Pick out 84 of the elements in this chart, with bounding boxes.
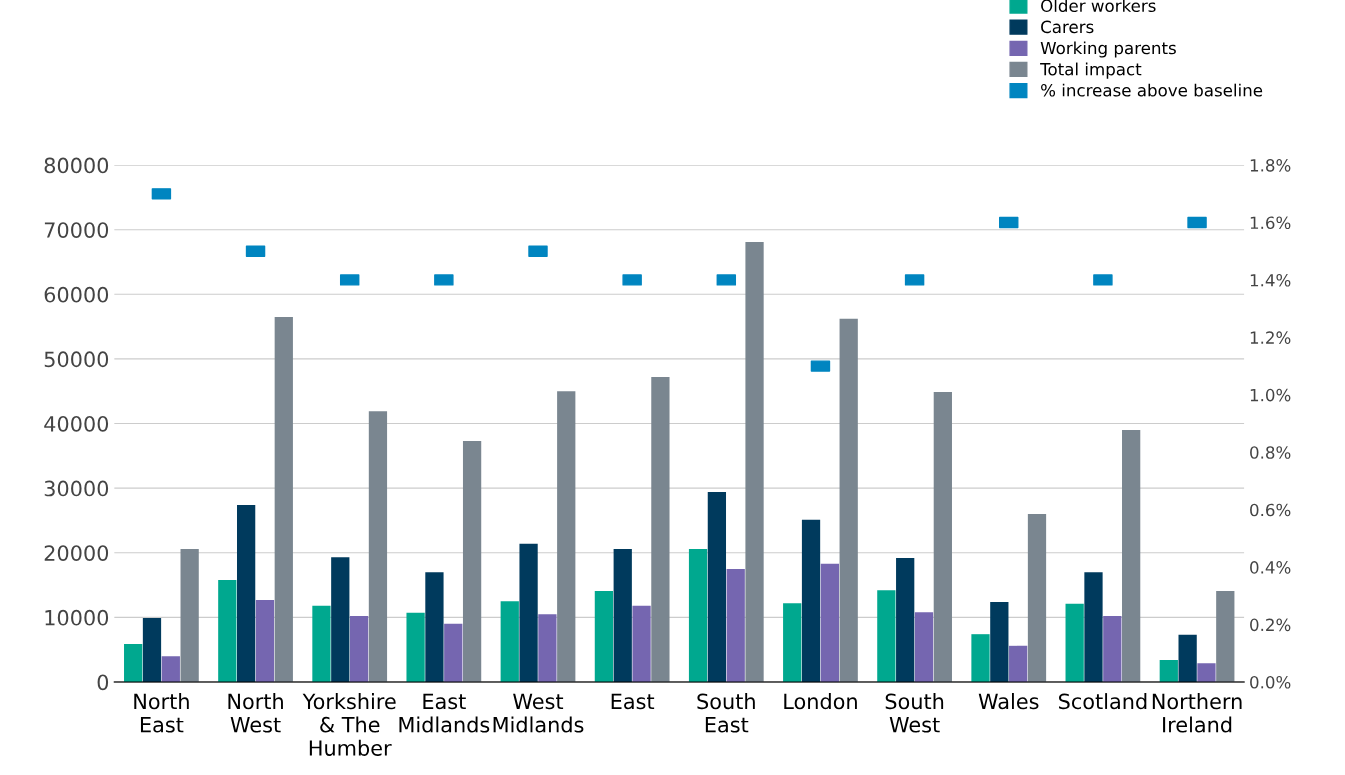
bar — [990, 601, 1009, 682]
bar — [914, 612, 934, 682]
bar — [971, 634, 990, 682]
bar — [726, 568, 745, 682]
bar — [161, 656, 180, 682]
y-tick-label: 70000 — [44, 222, 109, 238]
x-tick-label: Northern Ireland — [1152, 693, 1242, 733]
y2-tick-label: 0.0% — [1250, 675, 1291, 689]
bar — [519, 543, 538, 682]
bar — [406, 612, 425, 682]
bar — [1084, 572, 1103, 682]
bar — [688, 548, 708, 682]
x-tick-label: North East — [134, 693, 189, 733]
bar — [557, 391, 576, 682]
bar — [651, 377, 670, 682]
bar — [820, 563, 839, 682]
bar — [538, 614, 557, 682]
bar — [180, 548, 199, 682]
bar — [331, 557, 350, 682]
bar — [745, 241, 764, 682]
bar — [142, 618, 162, 682]
legend-label: Carers — [1041, 20, 1094, 34]
x-tick-label: Wales — [978, 693, 1039, 710]
bar — [613, 548, 632, 682]
bar — [237, 504, 256, 682]
bar — [801, 519, 821, 682]
x-tick-label: North West — [228, 693, 283, 733]
bar — [274, 316, 293, 682]
y2-tick-label: 0.8% — [1250, 446, 1291, 459]
y2-tick-label: 1.2% — [1250, 331, 1291, 344]
y2-tick-label: 0.2% — [1250, 618, 1291, 632]
legend-label: % increase above baseline — [1041, 83, 1263, 97]
bar — [1178, 634, 1197, 682]
bar — [632, 605, 651, 682]
x-tick-label: East — [611, 693, 655, 710]
y2-tick-label: 1.4% — [1250, 273, 1291, 287]
bar — [1065, 603, 1084, 682]
bar — [1027, 514, 1047, 682]
bar — [218, 579, 237, 682]
bar — [594, 590, 614, 682]
bar — [896, 557, 915, 682]
bar — [462, 440, 482, 682]
bar — [1216, 590, 1235, 682]
bar — [839, 318, 858, 682]
y2-tick-label: 0.6% — [1250, 503, 1291, 517]
bar — [1159, 660, 1178, 682]
legend-label: Working parents — [1040, 41, 1176, 58]
y-tick-label: 0 — [97, 674, 109, 691]
y-tick-label: 50000 — [44, 351, 109, 368]
y-tick-label: 80000 — [44, 157, 109, 174]
x-tick-label: Scotland — [1058, 693, 1147, 710]
y2-tick-label: 0.4% — [1250, 561, 1291, 574]
x-tick-label: South West — [885, 693, 944, 733]
x-tick-label: Yorkshire & The Humber — [302, 693, 396, 756]
bar — [312, 605, 331, 682]
bar — [933, 391, 952, 682]
y-tick-label: 20000 — [44, 545, 109, 561]
bar — [1122, 430, 1141, 682]
legend-label: Older workers — [1041, 0, 1156, 13]
bar — [368, 411, 388, 682]
x-tick-label: London — [784, 693, 857, 710]
y2-tick-label: 1.8% — [1250, 159, 1291, 172]
bar — [255, 599, 275, 682]
y2-tick-label: 1.0% — [1250, 388, 1291, 402]
bar — [124, 643, 143, 682]
y-tick-label: 60000 — [44, 286, 109, 303]
bar — [425, 572, 444, 682]
y-tick-label: 40000 — [44, 415, 109, 432]
y-tick-label: 10000 — [45, 609, 109, 626]
bar — [349, 616, 369, 682]
y2-tick-label: 1.6% — [1250, 216, 1291, 230]
bar — [1103, 616, 1122, 682]
bar — [444, 623, 463, 682]
x-tick-label: South East — [697, 693, 755, 733]
legend-label: Total impact — [1040, 62, 1142, 79]
y-tick-label: 30000 — [44, 480, 109, 497]
bar — [783, 603, 802, 682]
bar — [1009, 645, 1028, 682]
bar — [707, 492, 727, 682]
x-tick-label: West Midlands — [493, 693, 584, 733]
bar — [877, 590, 896, 682]
x-tick-label: East Midlands — [399, 693, 490, 733]
bar — [1197, 663, 1216, 682]
bar — [500, 601, 519, 682]
